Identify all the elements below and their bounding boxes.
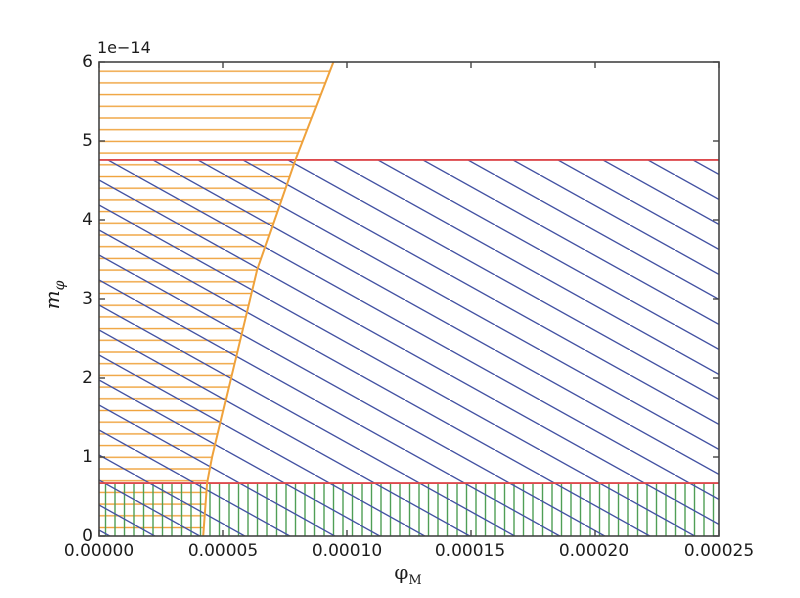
x-tick-label-1: 0.00005: [187, 541, 259, 561]
x-tick-label-2: 0.00010: [311, 541, 383, 561]
y-tick-label-3: 3: [82, 289, 93, 309]
y-tick-label-6: 6: [82, 52, 93, 72]
y-tick-label-4: 4: [82, 210, 93, 230]
x-tick-label-0: 0.00000: [63, 541, 135, 561]
x-tick-label-5: 0.00025: [683, 541, 755, 561]
y-axis-offset-label: 1e−14: [97, 38, 151, 57]
x-axis-label: φM: [394, 561, 421, 592]
y-tick-label-0: 0: [82, 526, 93, 546]
x-tick-label-4: 0.00020: [558, 541, 630, 561]
x-axis-label-subscript: M: [408, 573, 422, 588]
y-tick-label-2: 2: [82, 368, 93, 388]
x-tick-label-3: 0.00015: [434, 541, 506, 561]
y-tick-label-1: 1: [82, 447, 93, 467]
blue-diagonal-hatch-region: [99, 159, 719, 536]
y-tick-label-5: 5: [82, 131, 93, 151]
x-axis-label-symbol: φ: [394, 560, 409, 584]
y-axis-label-subscript: φ: [52, 280, 68, 291]
axes-frame: [98, 61, 720, 537]
orange-boundary-curve: [202, 61, 335, 537]
